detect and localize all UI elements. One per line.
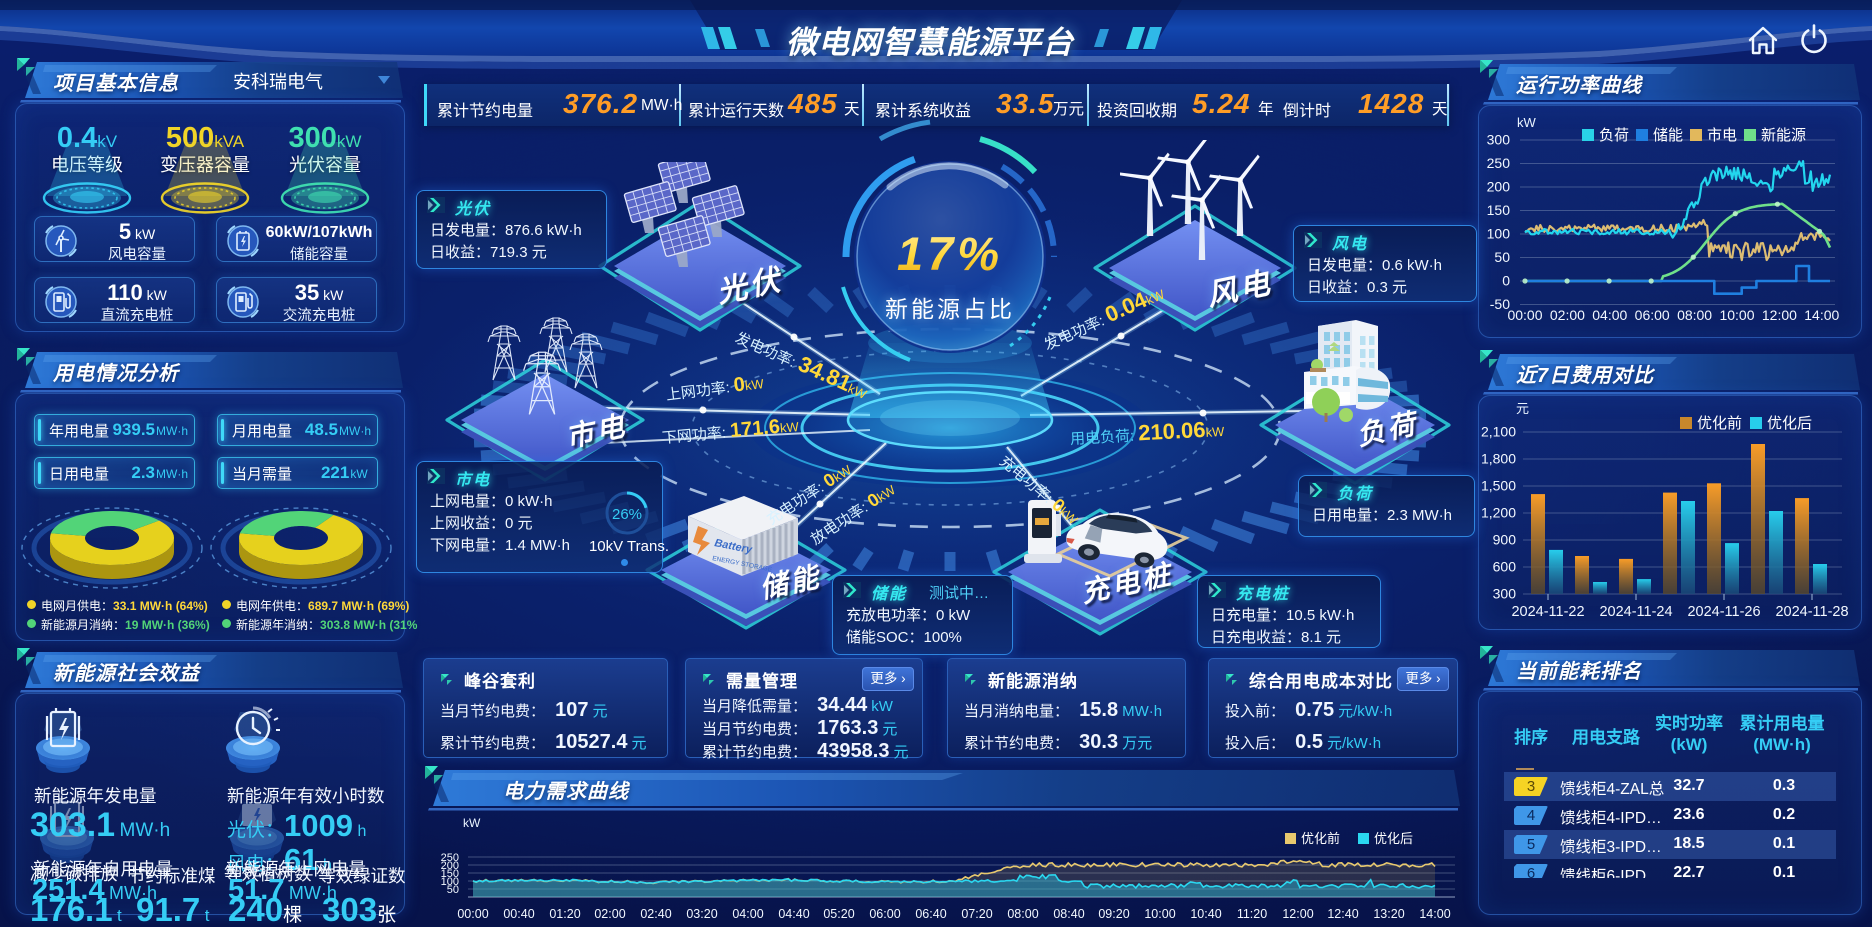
svg-text:0: 0 bbox=[1502, 273, 1510, 289]
svg-text:01:20: 01:20 bbox=[549, 907, 580, 921]
svg-text:150: 150 bbox=[441, 868, 459, 880]
svg-text:14:00: 14:00 bbox=[1419, 907, 1450, 921]
svg-text:06:00: 06:00 bbox=[869, 907, 900, 921]
svg-text:08:00: 08:00 bbox=[1007, 907, 1038, 921]
svg-text:2024-11-26: 2024-11-26 bbox=[1687, 604, 1760, 620]
svg-text:250: 250 bbox=[1487, 155, 1511, 171]
svg-text:08:40: 08:40 bbox=[1053, 907, 1084, 921]
svg-text:100: 100 bbox=[1487, 226, 1511, 242]
svg-text:08:00: 08:00 bbox=[1677, 307, 1712, 323]
svg-text:100: 100 bbox=[441, 876, 459, 888]
svg-text:14:00: 14:00 bbox=[1804, 307, 1839, 323]
svg-text:04:40: 04:40 bbox=[778, 907, 809, 921]
svg-text:50: 50 bbox=[1494, 249, 1510, 265]
svg-text:00:00: 00:00 bbox=[457, 907, 488, 921]
svg-text:00:00: 00:00 bbox=[1507, 307, 1542, 323]
svg-text:10:00: 10:00 bbox=[1719, 307, 1754, 323]
svg-text:300: 300 bbox=[1487, 132, 1511, 148]
svg-text:200: 200 bbox=[441, 860, 459, 872]
svg-text:2,100: 2,100 bbox=[1481, 424, 1516, 440]
svg-text:元: 元 bbox=[1516, 401, 1529, 416]
svg-text:优化后: 优化后 bbox=[1374, 831, 1413, 846]
svg-text:-50: -50 bbox=[1490, 296, 1510, 312]
svg-text:1,200: 1,200 bbox=[1481, 505, 1516, 521]
svg-text:02:00: 02:00 bbox=[594, 907, 625, 921]
svg-text:04:00: 04:00 bbox=[732, 907, 763, 921]
svg-text:储能: 储能 bbox=[1653, 127, 1683, 144]
svg-text:2024-11-28: 2024-11-28 bbox=[1775, 604, 1848, 620]
svg-text:市电: 市电 bbox=[1707, 127, 1737, 144]
svg-text:10:00: 10:00 bbox=[1144, 907, 1175, 921]
svg-text:05:20: 05:20 bbox=[823, 907, 854, 921]
svg-text:03:20: 03:20 bbox=[686, 907, 717, 921]
svg-text:11:20: 11:20 bbox=[1237, 907, 1267, 921]
svg-text:1,500: 1,500 bbox=[1481, 478, 1516, 494]
svg-text:06:40: 06:40 bbox=[915, 907, 946, 921]
svg-text:负荷: 负荷 bbox=[1599, 127, 1629, 144]
svg-text:26%: 26% bbox=[612, 506, 642, 523]
svg-text:00:40: 00:40 bbox=[503, 907, 534, 921]
svg-text:900: 900 bbox=[1493, 532, 1517, 548]
svg-text:07:20: 07:20 bbox=[961, 907, 992, 921]
svg-text:kW: kW bbox=[463, 816, 481, 830]
svg-text:12:00: 12:00 bbox=[1762, 307, 1797, 323]
svg-text:200: 200 bbox=[1487, 179, 1511, 195]
svg-text:250: 250 bbox=[441, 852, 459, 864]
svg-text:优化前: 优化前 bbox=[1301, 831, 1340, 846]
svg-text:02:00: 02:00 bbox=[1550, 307, 1585, 323]
svg-text:50: 50 bbox=[447, 884, 459, 896]
svg-text:13:20: 13:20 bbox=[1373, 907, 1404, 921]
svg-text:优化后: 优化后 bbox=[1767, 415, 1812, 432]
svg-text:12:40: 12:40 bbox=[1327, 907, 1358, 921]
svg-text:02:40: 02:40 bbox=[640, 907, 671, 921]
svg-text:09:20: 09:20 bbox=[1098, 907, 1129, 921]
svg-text:2024-11-24: 2024-11-24 bbox=[1599, 604, 1672, 620]
svg-text:12:00: 12:00 bbox=[1282, 907, 1313, 921]
svg-text:300: 300 bbox=[1493, 586, 1517, 602]
svg-text:06:00: 06:00 bbox=[1635, 307, 1670, 323]
svg-text:优化前: 优化前 bbox=[1697, 415, 1742, 432]
svg-text:2024-11-22: 2024-11-22 bbox=[1511, 604, 1584, 620]
svg-text:10:40: 10:40 bbox=[1190, 907, 1221, 921]
svg-text:新能源: 新能源 bbox=[1761, 127, 1806, 144]
svg-text:150: 150 bbox=[1487, 202, 1511, 218]
svg-text:04:00: 04:00 bbox=[1592, 307, 1627, 323]
svg-text:1,800: 1,800 bbox=[1481, 451, 1516, 467]
svg-text:kW: kW bbox=[1517, 115, 1537, 130]
svg-text:600: 600 bbox=[1493, 559, 1517, 575]
